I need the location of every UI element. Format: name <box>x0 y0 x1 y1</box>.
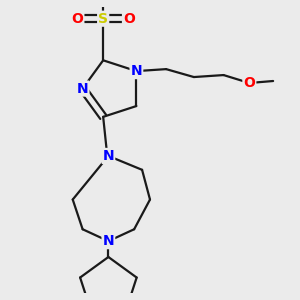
Text: O: O <box>123 12 135 26</box>
Text: N: N <box>130 64 142 78</box>
Text: S: S <box>98 12 108 26</box>
Text: N: N <box>103 234 114 248</box>
Text: O: O <box>243 76 255 90</box>
Text: N: N <box>77 82 88 96</box>
Text: N: N <box>103 149 114 163</box>
Text: O: O <box>71 12 83 26</box>
